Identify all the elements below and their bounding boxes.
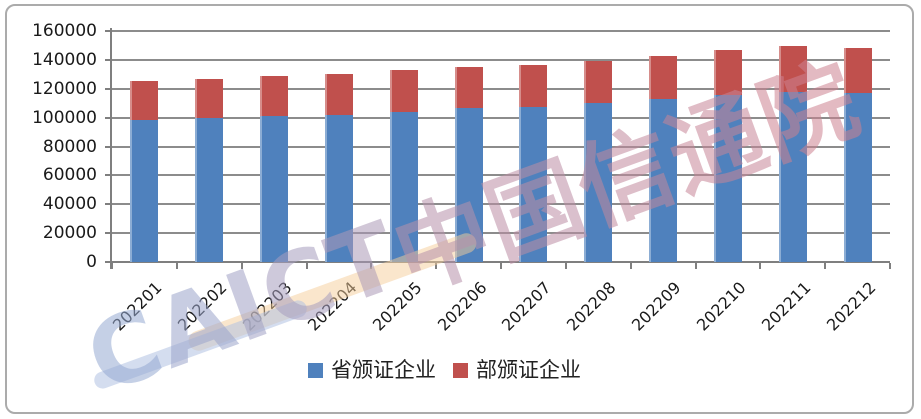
bar-segment-provincial (519, 106, 548, 262)
bar-segment-provincial (778, 91, 807, 262)
y-axis-tick (105, 30, 111, 32)
gridline (112, 203, 890, 206)
x-axis-tick (500, 263, 502, 269)
gridline (112, 30, 890, 32)
bar-segment-ministry (649, 55, 678, 99)
bar-segment-ministry (454, 67, 483, 109)
gridline (112, 174, 890, 177)
legend: 省颁证企业 部颁证企业 (0, 360, 905, 381)
bar-segment-ministry (389, 69, 418, 112)
y-axis-tick (105, 174, 111, 177)
y-axis-tick-label: 100000 (32, 107, 97, 128)
gridline (112, 232, 890, 235)
x-axis-tick (370, 263, 373, 269)
y-axis-tick-label: 140000 (32, 49, 97, 70)
bar-segment-ministry (713, 50, 742, 96)
gridline (112, 58, 890, 61)
bar-segment-ministry (195, 78, 224, 118)
y-axis-tick-label: 120000 (32, 78, 97, 99)
legend-label-ministry: 部颁证企业 (476, 358, 581, 382)
bar-segment-ministry (260, 76, 289, 117)
bar-segment-provincial (713, 95, 742, 262)
y-axis-tick (105, 203, 111, 206)
bar-segment-ministry (778, 46, 807, 92)
y-axis-tick-label: 20000 (42, 223, 97, 244)
bar-segment-provincial (584, 103, 613, 262)
y-axis-tick (105, 87, 111, 90)
y-axis (110, 28, 112, 269)
x-axis-tick (111, 263, 113, 269)
y-axis-tick (105, 232, 111, 235)
legend-swatch-ministry (453, 363, 468, 378)
x-axis (108, 261, 890, 263)
legend-swatch-provincial (308, 363, 323, 378)
bar-segment-provincial (260, 116, 289, 262)
bar-segment-ministry (843, 48, 872, 94)
bar-segment-provincial (649, 98, 678, 262)
y-axis-tick-label: 160000 (32, 21, 97, 41)
x-axis-tick (694, 263, 697, 269)
bar-segment-provincial (389, 111, 418, 262)
y-axis-tick (105, 145, 111, 148)
y-axis-tick (105, 58, 111, 61)
x-axis-tick (240, 263, 243, 269)
x-axis-tick (824, 263, 827, 269)
legend-item-provincial: 省颁证企业 (308, 360, 436, 381)
y-axis-tick-label: 0 (86, 252, 97, 272)
gridline (112, 145, 890, 148)
bar-segment-provincial (130, 119, 159, 262)
x-axis-tick (629, 263, 632, 269)
bar-segment-provincial (454, 108, 483, 262)
bar-segment-provincial (195, 117, 224, 262)
legend-label-provincial: 省颁证企业 (331, 358, 436, 382)
y-axis-tick-label: 40000 (42, 194, 97, 215)
x-axis-tick (305, 263, 308, 269)
bar-segment-provincial (843, 93, 872, 262)
x-axis-tick (564, 263, 567, 269)
bar-segment-ministry (324, 74, 353, 115)
y-axis-tick-label: 60000 (42, 165, 97, 186)
gridline (112, 87, 890, 90)
x-axis-tick (175, 263, 178, 269)
bar-segment-ministry (130, 80, 159, 120)
x-axis-tick (759, 263, 762, 269)
bar-segment-ministry (584, 60, 613, 104)
legend-item-ministry: 部颁证企业 (453, 360, 581, 381)
bar-segment-provincial (324, 114, 353, 262)
y-axis-tick (105, 116, 111, 119)
gridline (112, 116, 890, 119)
x-axis-tick (889, 263, 891, 269)
bar-segment-ministry (519, 64, 548, 107)
x-axis-tick (435, 263, 438, 269)
y-axis-tick-label: 80000 (42, 136, 97, 157)
